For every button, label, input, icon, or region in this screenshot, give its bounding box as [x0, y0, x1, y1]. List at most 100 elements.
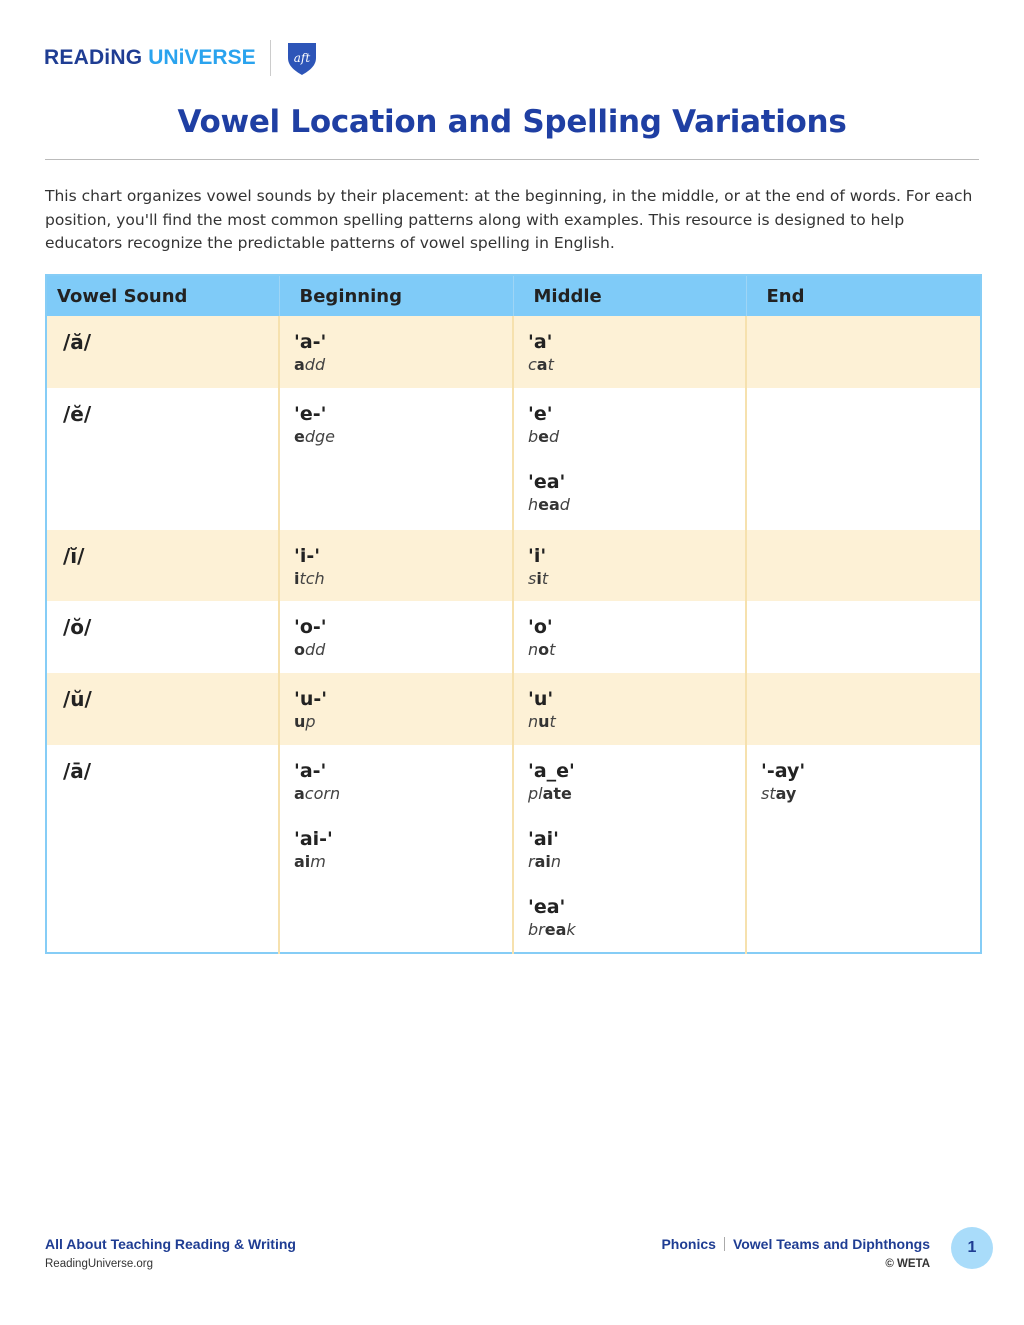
- spelling-entry: 'ai' rain: [528, 827, 731, 873]
- example-word: not: [528, 639, 731, 661]
- spelling-pattern: 'ai-': [294, 828, 333, 850]
- example-word: rain: [528, 851, 731, 873]
- aft-shield-logo-icon: aft: [287, 43, 316, 75]
- beginning-cell: 'u-' up: [279, 673, 514, 745]
- example-letters: s: [528, 569, 537, 588]
- example-letters: t: [549, 640, 556, 659]
- table-row: /ă/'a-' add 'a' cat: [46, 316, 981, 388]
- example-word: acorn: [294, 783, 498, 805]
- footer-copyright: © WETA: [885, 1258, 930, 1270]
- spelling-pattern: 'e': [528, 403, 553, 425]
- example-word: odd: [294, 639, 498, 661]
- spelling-entry: 'i' sit: [528, 544, 731, 590]
- example-highlight: ate: [542, 784, 572, 803]
- end-cell: [746, 388, 981, 530]
- beginning-cell: 'e-' edge: [279, 388, 514, 530]
- example-highlight: a: [294, 355, 305, 374]
- vowel-sound-cell: /ă/: [46, 316, 280, 388]
- example-letters: tch: [299, 569, 325, 588]
- example-word: sit: [528, 568, 731, 590]
- spelling-pattern: 'a': [528, 331, 553, 353]
- svg-text:aft: aft: [293, 51, 310, 65]
- beginning-cell: 'a-' acorn'ai-' aim: [279, 745, 514, 953]
- header-end: End: [746, 275, 981, 316]
- example-highlight: ea: [544, 920, 567, 939]
- spelling-entry: 'a_e' plate: [528, 759, 731, 805]
- end-cell: '-ay' stay: [746, 745, 981, 953]
- title-divider: [45, 159, 979, 160]
- vowel-sound: /ŭ/: [63, 687, 92, 711]
- example-highlight: ai: [534, 852, 551, 871]
- example-letters: n: [550, 852, 561, 871]
- example-letters: n: [528, 640, 539, 659]
- example-word: nut: [528, 711, 731, 733]
- example-highlight: a: [294, 784, 305, 803]
- middle-cell: 'u' nut: [513, 673, 747, 745]
- spelling-entry: 'a-' acorn: [294, 759, 498, 805]
- end-cell: [746, 673, 981, 745]
- example-highlight: o: [294, 640, 305, 659]
- middle-cell: 'a_e' plate'ai' rain'ea' break: [513, 745, 747, 953]
- table-row: /ĭ/'i-' itch'i' sit: [46, 530, 981, 601]
- end-cell: [746, 316, 981, 388]
- example-word: cat: [528, 354, 731, 376]
- spelling-entry: '-ay' stay: [761, 759, 966, 805]
- table-row: /ĕ/'e-' edge'e' bed'ea' head: [46, 388, 981, 530]
- logo-divider: [269, 40, 271, 76]
- spelling-entry: 'i-' itch: [294, 544, 498, 590]
- example-highlight: o: [538, 640, 550, 659]
- breadcrumb-topic: Vowel Teams and Diphthongs: [732, 1236, 930, 1252]
- example-highlight: i: [536, 569, 542, 588]
- page-number-badge: 1: [951, 1227, 993, 1269]
- example-word: edge: [294, 426, 498, 448]
- example-word: itch: [294, 568, 498, 590]
- table-row: /ŏ/'o-' odd'o' not: [46, 601, 981, 673]
- footer-left: All About Teaching Reading & Writing Rea…: [45, 1236, 296, 1270]
- example-highlight: u: [294, 712, 306, 731]
- example-letters: dd: [305, 640, 326, 659]
- middle-cell: 'e' bed'ea' head: [513, 388, 747, 530]
- middle-cell: 'o' not: [513, 601, 747, 673]
- example-word: add: [294, 354, 498, 376]
- example-letters: pl: [528, 784, 543, 803]
- header-beginning: Beginning: [279, 275, 514, 316]
- logo-word-universe: UNiVERSE: [148, 46, 256, 69]
- spelling-pattern: 'ea': [528, 471, 566, 493]
- spelling-entry: 'e-' edge: [294, 402, 498, 448]
- example-letters: d: [559, 495, 570, 514]
- breadcrumb-phonics: Phonics: [661, 1236, 716, 1252]
- example-highlight: ay: [775, 784, 797, 803]
- spelling-pattern: 'o-': [294, 616, 327, 638]
- beginning-cell: 'o-' odd: [279, 601, 514, 673]
- example-letters: st: [761, 784, 776, 803]
- spelling-pattern: 'u': [528, 688, 554, 710]
- example-letters: r: [528, 852, 535, 871]
- beginning-cell: 'a-' add: [279, 316, 514, 388]
- spelling-pattern: 'e-': [294, 403, 327, 425]
- example-word: stay: [761, 783, 966, 805]
- example-letters: t: [541, 569, 549, 588]
- example-highlight: ea: [538, 495, 560, 514]
- end-cell: [746, 530, 981, 601]
- example-letters: t: [547, 355, 554, 374]
- vowel-spelling-table: Vowel Sound Beginning Middle End /ă/ 'a-'…: [45, 274, 982, 954]
- example-letters: t: [549, 712, 556, 731]
- middle-cell: 'i' sit: [513, 530, 747, 601]
- example-word: plate: [528, 783, 731, 805]
- vowel-sound: /ĭ/: [63, 544, 85, 568]
- example-highlight: u: [538, 712, 550, 731]
- spelling-pattern: 'ai': [528, 828, 559, 850]
- spelling-pattern: 'i': [528, 545, 547, 567]
- header-middle: Middle: [513, 275, 747, 316]
- page-title: Vowel Location and Spelling Variations: [177, 104, 847, 140]
- spelling-pattern: 'i-': [294, 545, 321, 567]
- spelling-entry: 'a' cat: [528, 330, 731, 376]
- footer-right: Phonics Vowel Teams and Diphthongs © WETA: [661, 1236, 930, 1270]
- footer-series-title: All About Teaching Reading & Writing: [45, 1236, 296, 1252]
- spelling-entry: 'u' nut: [528, 687, 731, 733]
- spelling-entry: 'ea' break: [528, 895, 731, 941]
- spelling-pattern: 'a_e': [528, 760, 575, 782]
- example-highlight: e: [294, 427, 305, 446]
- vowel-sound-cell: /ŏ/: [46, 601, 280, 673]
- example-letters: n: [528, 712, 539, 731]
